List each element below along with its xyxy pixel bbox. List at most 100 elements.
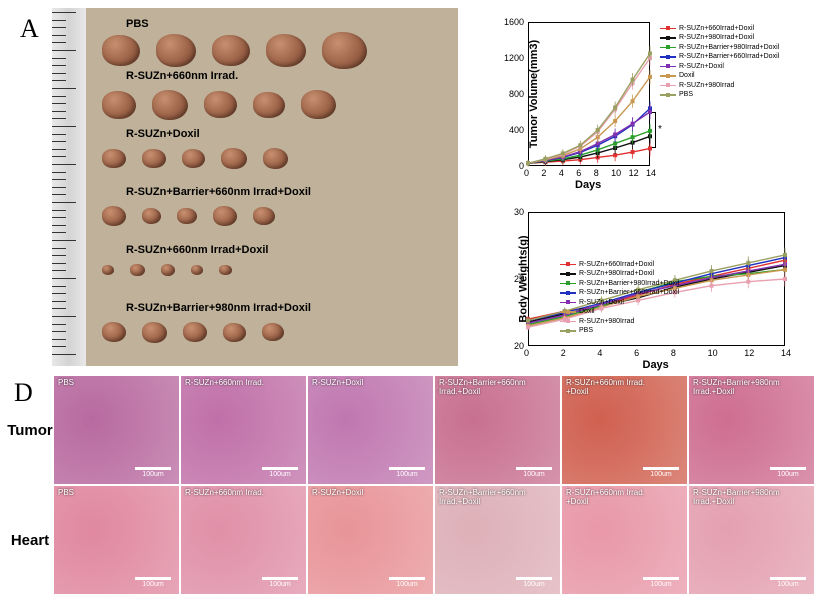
scalebar-text: 100um [396,471,417,478]
tumor-sample [263,148,288,169]
scalebar: 100um [643,467,679,478]
tumor-sample [212,35,250,66]
tumor-sample [102,206,126,226]
tumor-row [102,322,284,343]
tumor-sample [191,265,203,275]
tumor-row-label: R-SUZn+660nm Irrad. [126,70,238,82]
histo-overlay-label: R-SUZn+Barrier+980nmIrrad.+Doxil [693,488,780,506]
tumor-row [102,90,336,120]
histology-image: R-SUZn+660nm Irrad. 100um [181,486,306,594]
legend-text: R-SUZn+Barrier+980Irrad+Doxil [579,279,679,288]
tumor-row-label: R-SUZn+Doxil [126,128,200,140]
scalebar-text: 100um [777,471,798,478]
scalebar: 100um [516,577,552,588]
significance-star: * [658,124,662,135]
tumor-sample [102,35,140,66]
scalebar: 100um [516,467,552,478]
histo-overlay-label: R-SUZn+Doxil [312,378,363,387]
tumor-sample [322,32,367,69]
tumor-sample [102,265,114,275]
legend-text: R-SUZn+Doxil [579,298,624,307]
legend-text: R-SUZn+660Irrad+Doxil [679,24,754,33]
tumor-sample [161,264,175,275]
histo-overlay-label: R-SUZn+Doxil [312,488,363,497]
histology-image: R-SUZn+Doxil 100um [308,376,433,484]
tumor-row-label: R-SUZn+Barrier+660nm Irrad+Doxil [126,186,311,198]
legend-item: R-SUZn+Barrier+980Irrad+Doxil [560,279,679,288]
legend-item: R-SUZn+Barrier+660Irrad+Doxil [560,288,679,297]
legend-text: R-SUZn+Barrier+660Irrad+Doxil [579,288,679,297]
legend-item: R-SUZn+980Irrad+Doxil [660,33,779,42]
scalebar-text: 100um [142,581,163,588]
scalebar-text: 100um [650,581,671,588]
legend-item: R-SUZn+980Irrad [660,81,779,90]
scalebar: 100um [389,577,425,588]
legend: R-SUZn+660Irrad+DoxilR-SUZn+980Irrad+Dox… [560,260,679,336]
tumor-row [102,148,288,169]
chart-body-weight: Body Weights(g)Days02468101214202530R-SU… [470,204,800,368]
legend-item: R-SUZn+980Irrad+Doxil [560,269,679,278]
tumor-row [102,264,232,276]
tumor-sample [152,90,188,120]
scalebar-text: 100um [269,471,290,478]
scalebar-text: 100um [777,581,798,588]
scalebar-text: 100um [396,581,417,588]
tumor-row [102,32,367,69]
legend-text: PBS [579,326,593,335]
panel-label-a: A [20,14,39,44]
legend-item: R-SUZn+980Irrad [560,317,679,326]
tumor-row [102,206,275,226]
ruler [52,8,86,366]
tumor-sample [102,91,136,119]
legend-item: PBS [560,326,679,335]
legend-item: R-SUZn+660Irrad+Doxil [660,24,779,33]
scalebar: 100um [643,577,679,588]
tumor-sample [266,34,306,67]
legend-text: R-SUZn+660Irrad+Doxil [579,260,654,269]
tumor-sample [182,149,205,168]
tumor-sample [156,34,196,67]
scalebar: 100um [262,577,298,588]
legend-text: Doxil [679,71,695,80]
histo-overlay-label: R-SUZn+660nm Irrad.+Doxil [566,378,645,396]
legend-text: Doxil [579,307,595,316]
tumor-sample [262,323,284,341]
legend: R-SUZn+660Irrad+DoxilR-SUZn+980Irrad+Dox… [660,24,779,100]
histo-overlay-label: R-SUZn+Barrier+660nmIrrad.+Doxil [439,378,526,396]
histo-row-label: Tumor [8,376,52,484]
legend-text: R-SUZn+Doxil [679,62,724,71]
histo-overlay-label: R-SUZn+660nm Irrad. [185,488,264,497]
scalebar-text: 100um [523,581,544,588]
chart-tumor-volume: Tumor Volume(mm3)Days0246810121404008001… [470,14,800,184]
histo-overlay-label: R-SUZn+660nm Irrad. [185,378,264,387]
histology-image: R-SUZn+Barrier+980nmIrrad.+Doxil 100um [689,376,814,484]
significance-bracket [652,112,656,148]
histology-image: R-SUZn+Barrier+660nmIrrad.+Doxil 100um [435,376,560,484]
legend-text: R-SUZn+980Irrad+Doxil [679,33,754,42]
histo-overlay-label: R-SUZn+Barrier+980nmIrrad.+Doxil [693,378,780,396]
tumor-sample [130,264,145,276]
histo-row-label: Heart [8,486,52,594]
tumor-sample [301,90,336,119]
tumor-sample [142,322,167,343]
scalebar-text: 100um [142,471,163,478]
histo-overlay-label: R-SUZn+Barrier+660nmIrrad.+Doxil [439,488,526,506]
legend-item: R-SUZn+Doxil [660,62,779,71]
legend-text: R-SUZn+980Irrad [579,317,634,326]
tumor-sample [102,149,126,169]
tumor-sample [142,208,161,224]
legend-text: PBS [679,90,693,99]
scalebar-text: 100um [650,471,671,478]
legend-item: R-SUZn+660Irrad+Doxil [560,260,679,269]
legend-text: R-SUZn+Barrier+980Irrad+Doxil [679,43,779,52]
legend-item: R-SUZn+Doxil [560,298,679,307]
histology-image: R-SUZn+660nm Irrad.+Doxil 100um [562,376,687,484]
histo-overlay-label: PBS [58,488,74,497]
tumor-row-label: R-SUZn+Barrier+980nm Irrad+Doxil [126,302,311,314]
tumor-sample [219,265,232,276]
legend-item: PBS [660,90,779,99]
scalebar: 100um [262,467,298,478]
legend-item: R-SUZn+Barrier+980Irrad+Doxil [660,43,779,52]
histo-overlay-label: PBS [58,378,74,387]
tumor-row-label: PBS [126,18,149,30]
